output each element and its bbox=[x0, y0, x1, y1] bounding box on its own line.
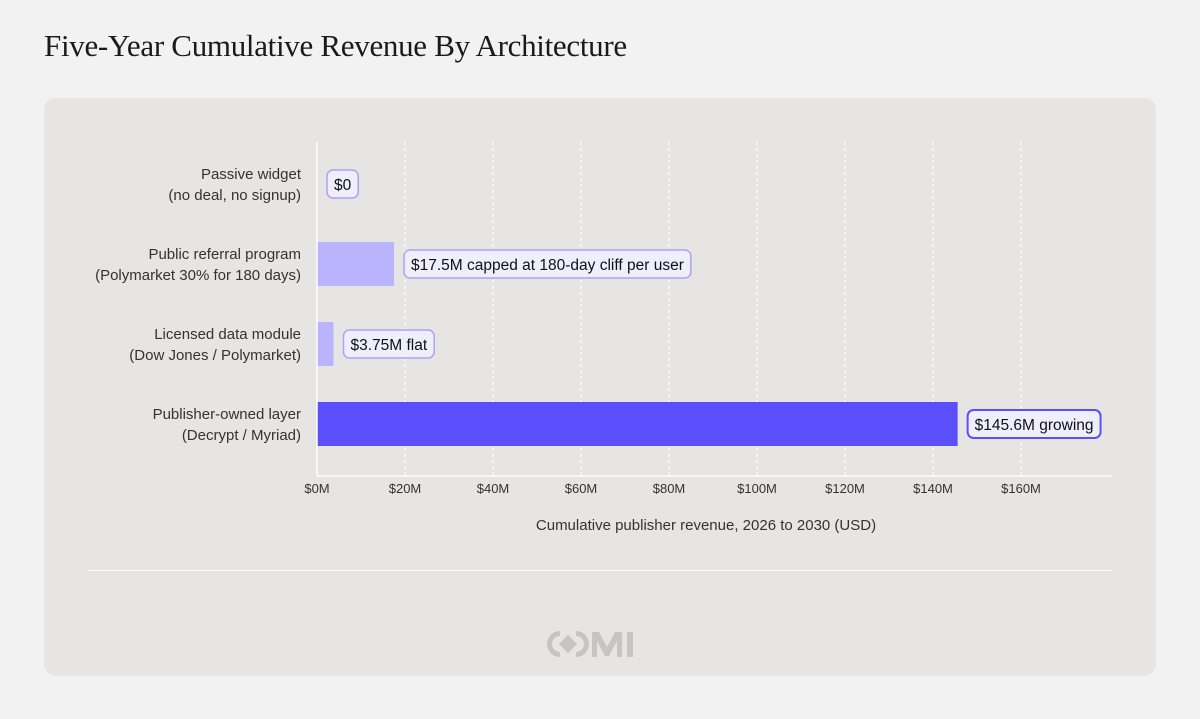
data-label-box bbox=[403, 249, 692, 279]
data-label-text: $3.75M flat bbox=[351, 337, 428, 354]
category-label: Publisher-owned layer (Decrypt / Myriad) bbox=[153, 406, 301, 444]
bar bbox=[317, 242, 394, 286]
data-labels: $0 $17.5M capped at 180-day cliff per use… bbox=[326, 169, 1102, 439]
category-label: Public referral program (Polymarket 30% f… bbox=[95, 246, 301, 284]
divider bbox=[87, 570, 1113, 571]
category-label: Licensed data module (Dow Jones / Polymar… bbox=[129, 326, 301, 364]
category-label-line1: Public referral program bbox=[148, 246, 301, 263]
category-label-line2: (Decrypt / Myriad) bbox=[182, 427, 301, 444]
category-label-line1: Licensed data module bbox=[154, 326, 301, 343]
data-label-text: $17.5M capped at 180-day cliff per user bbox=[411, 257, 684, 274]
chart-panel: $0M $20M $40M $60M $80M $100M $120M $140M $160M C… bbox=[44, 98, 1156, 676]
x-tick-label: $120M bbox=[825, 481, 865, 496]
data-label: $145.6M growing bbox=[966, 409, 1102, 439]
data-label-text: $145.6M growing bbox=[975, 417, 1094, 434]
bar bbox=[317, 322, 334, 366]
category-label-line2: (no deal, no signup) bbox=[168, 187, 301, 204]
bar-chart: $0M $20M $40M $60M $80M $100M $120M $140M $160M C… bbox=[95, 142, 1112, 534]
page-title: Five-Year Cumulative Revenue By Architec… bbox=[44, 28, 627, 63]
x-tick-label: $60M bbox=[565, 481, 598, 496]
x-tick-label: $0M bbox=[304, 481, 329, 496]
category-label-line1: Passive widget bbox=[201, 166, 302, 183]
category-labels: Passive widget (no deal, no signup) Public… bbox=[95, 166, 302, 444]
data-label-box bbox=[326, 169, 359, 199]
category-label: Passive widget (no deal, no signup) bbox=[168, 166, 301, 204]
x-tick-label: $80M bbox=[653, 481, 686, 496]
data-label: $0 bbox=[326, 169, 359, 199]
x-tick-label: $20M bbox=[389, 481, 422, 496]
omi-logo-icon bbox=[547, 631, 633, 657]
category-label-line2: (Polymarket 30% for 180 days) bbox=[95, 267, 301, 284]
x-tick-label: $160M bbox=[1001, 481, 1041, 496]
data-label: $3.75M flat bbox=[342, 329, 435, 359]
x-tick-label: $40M bbox=[477, 481, 510, 496]
category-label-line2: (Dow Jones / Polymarket) bbox=[129, 347, 301, 364]
data-label-text: $0 bbox=[334, 177, 352, 194]
data-label-box bbox=[966, 409, 1102, 439]
data-label: $17.5M capped at 180-day cliff per user bbox=[403, 249, 692, 279]
data-label-box bbox=[342, 329, 435, 359]
x-axis: $0M $20M $40M $60M $80M $100M $120M $140M $160M C… bbox=[304, 142, 1112, 534]
x-tick-label: $140M bbox=[913, 481, 953, 496]
bars bbox=[317, 242, 958, 446]
x-axis-title: Cumulative publisher revenue, 2026 to 20… bbox=[536, 517, 876, 534]
category-label-line1: Publisher-owned layer bbox=[153, 406, 301, 423]
bar bbox=[317, 402, 958, 446]
x-tick-label: $100M bbox=[737, 481, 777, 496]
